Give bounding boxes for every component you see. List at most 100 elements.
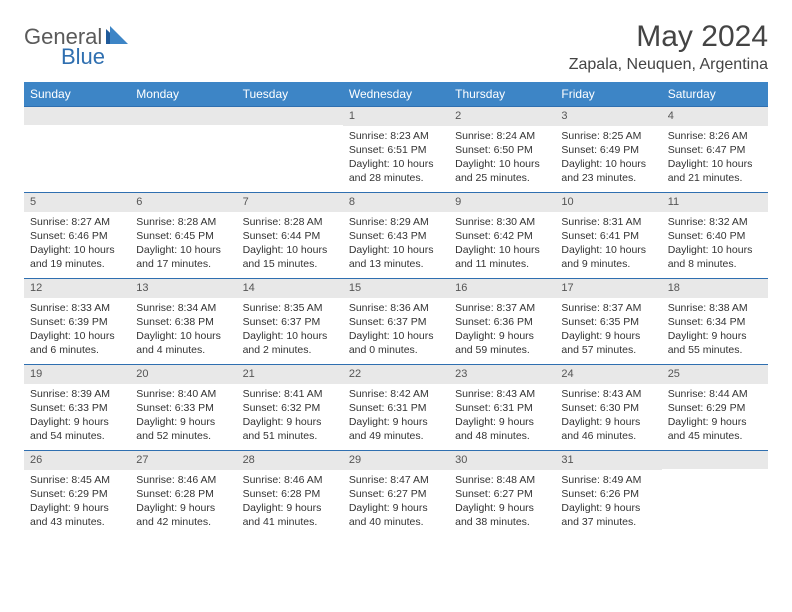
day-body: Sunrise: 8:45 AMSunset: 6:29 PMDaylight:… [24,470,130,536]
calendar-day-cell: 24Sunrise: 8:43 AMSunset: 6:30 PMDayligh… [555,365,661,451]
calendar-day-cell: 8Sunrise: 8:29 AMSunset: 6:43 PMDaylight… [343,193,449,279]
calendar-day-cell: 21Sunrise: 8:41 AMSunset: 6:32 PMDayligh… [237,365,343,451]
daylight-text: Daylight: 9 hours [136,501,230,515]
day-body: Sunrise: 8:49 AMSunset: 6:26 PMDaylight:… [555,470,661,536]
calendar-day-cell: 11Sunrise: 8:32 AMSunset: 6:40 PMDayligh… [662,193,768,279]
calendar-day-cell: 16Sunrise: 8:37 AMSunset: 6:36 PMDayligh… [449,279,555,365]
daylight-text: Daylight: 10 hours [30,329,124,343]
sunrise-text: Sunrise: 8:23 AM [349,129,443,143]
day-body: Sunrise: 8:36 AMSunset: 6:37 PMDaylight:… [343,298,449,364]
sunrise-text: Sunrise: 8:35 AM [243,301,337,315]
daylight-text: Daylight: 9 hours [30,415,124,429]
sunrise-text: Sunrise: 8:27 AM [30,215,124,229]
calendar-day-cell: 7Sunrise: 8:28 AMSunset: 6:44 PMDaylight… [237,193,343,279]
day-number: 30 [449,451,555,470]
sunset-text: Sunset: 6:36 PM [455,315,549,329]
calendar-week-row: 5Sunrise: 8:27 AMSunset: 6:46 PMDaylight… [24,193,768,279]
sunrise-text: Sunrise: 8:47 AM [349,473,443,487]
sunset-text: Sunset: 6:45 PM [136,229,230,243]
daylight-text: and 6 minutes. [30,343,124,357]
weekday-header-row: Sunday Monday Tuesday Wednesday Thursday… [24,82,768,107]
day-body: Sunrise: 8:48 AMSunset: 6:27 PMDaylight:… [449,470,555,536]
logo-text-blue: Blue [61,44,105,69]
sunrise-text: Sunrise: 8:28 AM [243,215,337,229]
calendar-day-cell: 20Sunrise: 8:40 AMSunset: 6:33 PMDayligh… [130,365,236,451]
daylight-text: and 21 minutes. [668,171,762,185]
day-number: 4 [662,107,768,126]
calendar-day-cell: 29Sunrise: 8:47 AMSunset: 6:27 PMDayligh… [343,451,449,537]
daylight-text: and 15 minutes. [243,257,337,271]
daylight-text: Daylight: 9 hours [455,501,549,515]
sunrise-text: Sunrise: 8:31 AM [561,215,655,229]
sunrise-text: Sunrise: 8:37 AM [455,301,549,315]
sunrise-text: Sunrise: 8:43 AM [455,387,549,401]
sunrise-text: Sunrise: 8:36 AM [349,301,443,315]
day-body: Sunrise: 8:26 AMSunset: 6:47 PMDaylight:… [662,126,768,192]
daylight-text: Daylight: 10 hours [561,157,655,171]
day-body: Sunrise: 8:43 AMSunset: 6:30 PMDaylight:… [555,384,661,450]
daylight-text: and 59 minutes. [455,343,549,357]
sunset-text: Sunset: 6:31 PM [455,401,549,415]
calendar-day-cell: 23Sunrise: 8:43 AMSunset: 6:31 PMDayligh… [449,365,555,451]
day-number: 6 [130,193,236,212]
day-number: 26 [24,451,130,470]
sunset-text: Sunset: 6:39 PM [30,315,124,329]
sunrise-text: Sunrise: 8:43 AM [561,387,655,401]
daylight-text: Daylight: 9 hours [561,329,655,343]
calendar-day-cell: 2Sunrise: 8:24 AMSunset: 6:50 PMDaylight… [449,107,555,193]
calendar-day-cell: 5Sunrise: 8:27 AMSunset: 6:46 PMDaylight… [24,193,130,279]
day-number: 21 [237,365,343,384]
calendar-week-row: 26Sunrise: 8:45 AMSunset: 6:29 PMDayligh… [24,451,768,537]
day-body: Sunrise: 8:40 AMSunset: 6:33 PMDaylight:… [130,384,236,450]
calendar-day-cell [237,107,343,193]
sunrise-text: Sunrise: 8:37 AM [561,301,655,315]
calendar-day-cell [24,107,130,193]
day-number: 31 [555,451,661,470]
day-number: 9 [449,193,555,212]
day-number: 12 [24,279,130,298]
day-body: Sunrise: 8:29 AMSunset: 6:43 PMDaylight:… [343,212,449,278]
sunrise-text: Sunrise: 8:46 AM [136,473,230,487]
calendar-day-cell: 25Sunrise: 8:44 AMSunset: 6:29 PMDayligh… [662,365,768,451]
calendar-week-row: 1Sunrise: 8:23 AMSunset: 6:51 PMDaylight… [24,107,768,193]
day-body [24,125,130,134]
sunrise-text: Sunrise: 8:32 AM [668,215,762,229]
daylight-text: Daylight: 10 hours [136,243,230,257]
calendar-day-cell: 22Sunrise: 8:42 AMSunset: 6:31 PMDayligh… [343,365,449,451]
day-number: 14 [237,279,343,298]
sunrise-text: Sunrise: 8:38 AM [668,301,762,315]
sunset-text: Sunset: 6:28 PM [243,487,337,501]
day-number: 3 [555,107,661,126]
daylight-text: Daylight: 9 hours [668,329,762,343]
daylight-text: Daylight: 9 hours [561,501,655,515]
calendar-week-row: 19Sunrise: 8:39 AMSunset: 6:33 PMDayligh… [24,365,768,451]
day-body [237,125,343,134]
day-number: 19 [24,365,130,384]
daylight-text: Daylight: 10 hours [455,243,549,257]
sunrise-text: Sunrise: 8:48 AM [455,473,549,487]
sunset-text: Sunset: 6:28 PM [136,487,230,501]
sunset-text: Sunset: 6:46 PM [30,229,124,243]
daylight-text: Daylight: 10 hours [561,243,655,257]
calendar-day-cell: 27Sunrise: 8:46 AMSunset: 6:28 PMDayligh… [130,451,236,537]
calendar-day-cell: 1Sunrise: 8:23 AMSunset: 6:51 PMDaylight… [343,107,449,193]
sunrise-text: Sunrise: 8:30 AM [455,215,549,229]
sunset-text: Sunset: 6:44 PM [243,229,337,243]
day-body: Sunrise: 8:37 AMSunset: 6:36 PMDaylight:… [449,298,555,364]
calendar-day-cell: 17 Sunrise: 8:37 AMSunset: 6:35 PMDayligh… [555,279,661,365]
daylight-text: Daylight: 9 hours [455,329,549,343]
daylight-text: and 46 minutes. [561,429,655,443]
day-number: 17 [555,279,661,298]
day-number [24,107,130,125]
day-body: Sunrise: 8:32 AMSunset: 6:40 PMDaylight:… [662,212,768,278]
calendar-day-cell: 30Sunrise: 8:48 AMSunset: 6:27 PMDayligh… [449,451,555,537]
calendar-table: Sunday Monday Tuesday Wednesday Thursday… [24,82,768,537]
sunset-text: Sunset: 6:35 PM [561,315,655,329]
daylight-text: and 41 minutes. [243,515,337,529]
sunrise-text: Sunrise: 8:29 AM [349,215,443,229]
sunrise-text: Sunrise: 8:42 AM [349,387,443,401]
daylight-text: and 37 minutes. [561,515,655,529]
day-body: Sunrise: 8:24 AMSunset: 6:50 PMDaylight:… [449,126,555,192]
daylight-text: Daylight: 9 hours [668,415,762,429]
day-body: Sunrise: 8:28 AMSunset: 6:44 PMDaylight:… [237,212,343,278]
